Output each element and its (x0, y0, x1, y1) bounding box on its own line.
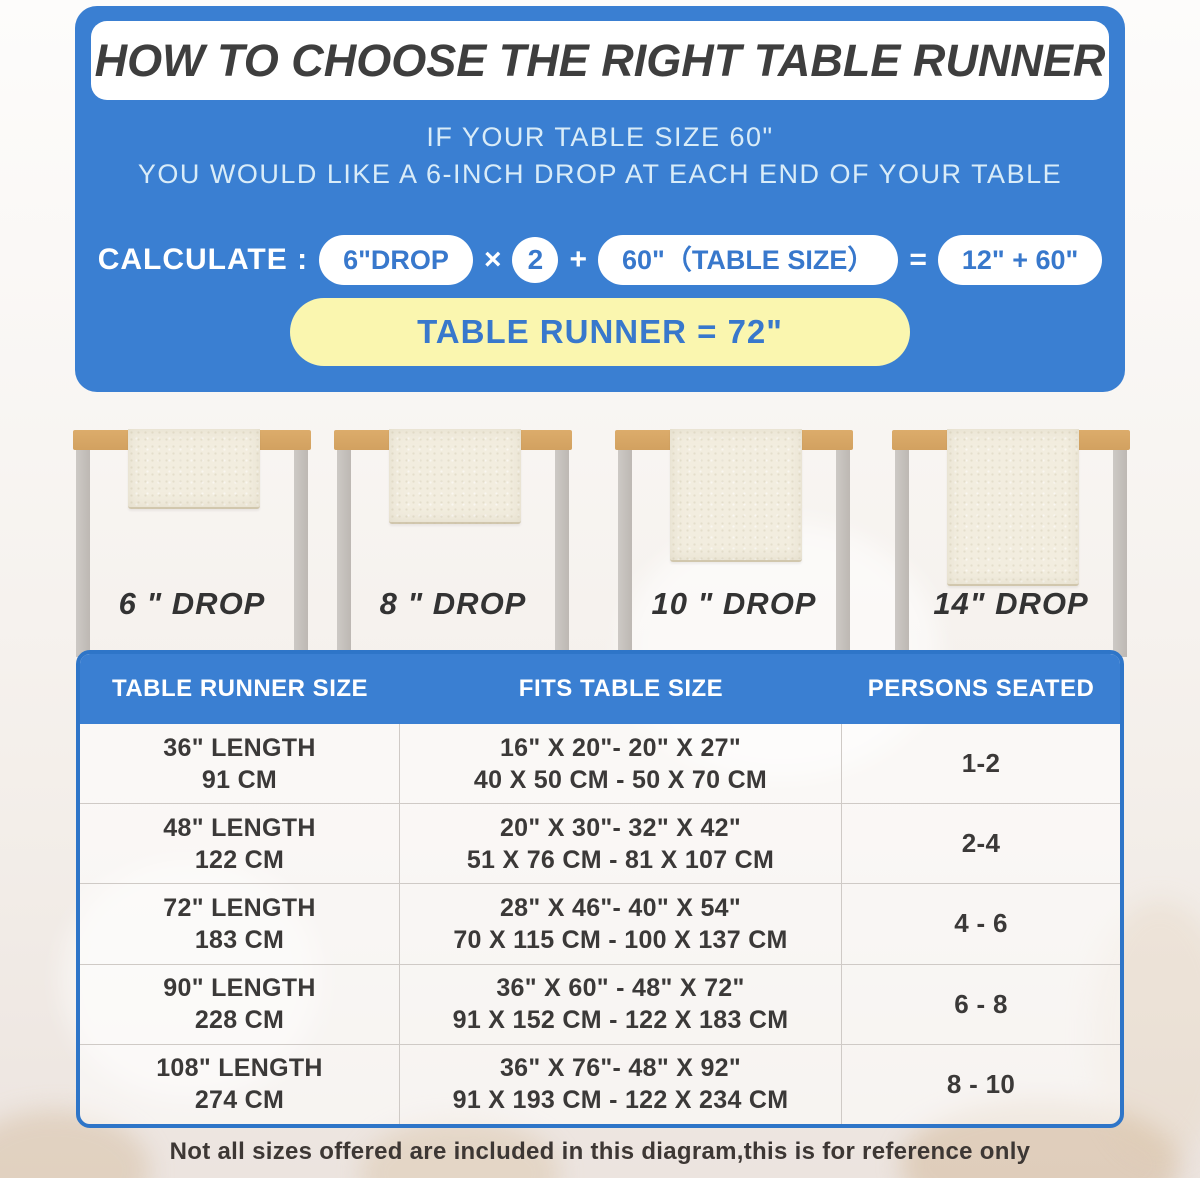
table-size-pill: 60"（TABLE SIZE） (598, 235, 899, 285)
fits-size-cm: 70 X 115 CM - 100 X 137 CM (453, 926, 788, 954)
persons-seated-cell: 8 - 10 (946, 1068, 1016, 1099)
fits-size-cm: 91 X 152 CM - 122 X 183 CM (452, 1006, 789, 1035)
runner-length-in: 48" LENGTH (163, 813, 316, 842)
runner-length-in: 36" LENGTH (163, 733, 316, 762)
table-leg (294, 449, 308, 657)
fits-size-cm: 91 X 193 CM - 122 X 234 CM (452, 1086, 789, 1115)
runner-illustration (947, 429, 1079, 586)
fits-table-cell: 28" X 46"- 40" X 54" 70 X 115 CM - 100 X… (400, 884, 842, 964)
table-leg (337, 449, 351, 657)
table-row: 36" LENGTH 91 CM 16" X 20"- 20" X 27" 40… (80, 724, 1120, 804)
runner-length-cm: 228 CM (194, 1006, 285, 1035)
drop-label: 8 " DROP (379, 586, 527, 621)
runner-size-cell: 48" LENGTH 122 CM (80, 804, 400, 884)
calculator-row: CALCULATE : 6"DROP × 2 + 60"（TABLE SIZE）… (75, 234, 1125, 286)
runner-illustration (670, 429, 802, 562)
drop-label: 6 " DROP (118, 586, 266, 621)
table-leg (895, 449, 909, 657)
runner-illustration (128, 429, 260, 509)
title-banner: HOW TO CHOOSE THE RIGHT TABLE RUNNER (91, 21, 1109, 100)
drop-figure-8in: 8 " DROP (334, 429, 572, 675)
fits-table-cell: 36" X 76"- 48" X 92" 91 X 193 CM - 122 X… (400, 1044, 842, 1124)
fits-size-in: 36" X 60" - 48" X 72" (496, 974, 745, 1003)
fits-table-cell: 36" X 60" - 48" X 72" 91 X 152 CM - 122 … (400, 964, 842, 1044)
table-row: 72" LENGTH 183 CM 28" X 46"- 40" X 54" 7… (80, 883, 1120, 964)
persons-seated-cell: 1-2 (961, 747, 1001, 778)
page-title: HOW TO CHOOSE THE RIGHT TABLE RUNNER (94, 35, 1106, 86)
table-row: 108" LENGTH 274 CM 36" X 76"- 48" X 92" … (80, 1043, 1120, 1124)
size-chart-table: TABLE RUNNER SIZE FITS TABLE SIZE PERSON… (76, 650, 1124, 1128)
drop-label: 14" DROP (933, 586, 1089, 621)
column-header: TABLE RUNNER SIZE (111, 675, 369, 702)
drop-figure-10in: 10 " DROP (615, 429, 853, 675)
fits-size-cm: 40 X 50 CM - 50 X 70 CM (473, 765, 768, 794)
header-panel: HOW TO CHOOSE THE RIGHT TABLE RUNNER IF … (75, 6, 1125, 392)
drop-figure-14in: 14" DROP (892, 429, 1130, 675)
fits-size-in: 16" X 20"- 20" X 27" (499, 733, 742, 762)
sum-pill: 12" + 60" (937, 235, 1103, 285)
plus-sign: + (569, 243, 587, 276)
table-leg (555, 449, 569, 657)
drop-pill: 6"DROP (319, 235, 473, 285)
runner-size-cell: 90" LENGTH 228 CM (80, 964, 400, 1044)
calculate-label: CALCULATE : (97, 243, 309, 276)
runner-length-in: 72" LENGTH (163, 894, 316, 922)
table-row: 48" LENGTH 122 CM 20" X 30"- 32" X 42" 5… (80, 803, 1120, 884)
runner-size-cell: 108" LENGTH 274 CM (80, 1044, 400, 1124)
table-leg (836, 449, 850, 657)
subtitle-line1: IF YOUR TABLE SIZE 60" (426, 122, 774, 152)
fits-size-cm: 51 X 76 CM - 81 X 107 CM (466, 845, 775, 874)
column-header: PERSONS SEATED (867, 675, 1095, 702)
drop-label: 10 " DROP (651, 586, 817, 621)
persons-seated-cell: 4 - 6 (954, 908, 1008, 939)
runner-length-in: 90" LENGTH (163, 974, 316, 1003)
fits-table-cell: 20" X 30"- 32" X 42" 51 X 76 CM - 81 X 1… (400, 804, 842, 884)
runner-length-cm: 122 CM (194, 845, 285, 874)
fits-table-cell: 16" X 20"- 20" X 27" 40 X 50 CM - 50 X 7… (400, 724, 842, 804)
table-row: 90" LENGTH 228 CM 36" X 60" - 48" X 72" … (80, 963, 1120, 1044)
fits-size-in: 28" X 46"- 40" X 54" (499, 894, 742, 922)
column-header: FITS TABLE SIZE (518, 675, 724, 702)
runner-size-cell: 36" LENGTH 91 CM (80, 724, 400, 804)
result-banner: TABLE RUNNER = 72" (290, 298, 910, 366)
equals-sign: = (909, 243, 927, 276)
drop-figure-6in: 6 " DROP (73, 429, 311, 675)
persons-seated-cell: 2-4 (961, 828, 1001, 859)
fits-size-in: 20" X 30"- 32" X 42" (499, 813, 742, 842)
runner-illustration (389, 429, 521, 524)
table-leg (618, 449, 632, 657)
persons-seated-cell: 6 - 8 (954, 988, 1008, 1019)
table-leg (1113, 449, 1127, 657)
size-chart-header: TABLE RUNNER SIZE FITS TABLE SIZE PERSON… (80, 654, 1120, 724)
subtitle-line2: YOU WOULD LIKE A 6-INCH DROP AT EACH END… (137, 159, 1063, 189)
multiplier-badge: 2 (512, 237, 559, 283)
runner-length-in: 108" LENGTH (156, 1054, 323, 1083)
times-sign: × (483, 243, 502, 276)
runner-length-cm: 91 CM (201, 765, 278, 794)
table-leg (76, 449, 90, 657)
footer-note: Not all sizes offered are included in th… (169, 1138, 1031, 1165)
runner-length-cm: 183 CM (194, 926, 285, 954)
size-chart-body: 36" LENGTH 91 CM 16" X 20"- 20" X 27" 40… (80, 724, 1120, 1124)
runner-size-cell: 72" LENGTH 183 CM (80, 884, 400, 964)
runner-length-cm: 274 CM (194, 1086, 285, 1115)
fits-size-in: 36" X 76"- 48" X 92" (499, 1054, 742, 1083)
